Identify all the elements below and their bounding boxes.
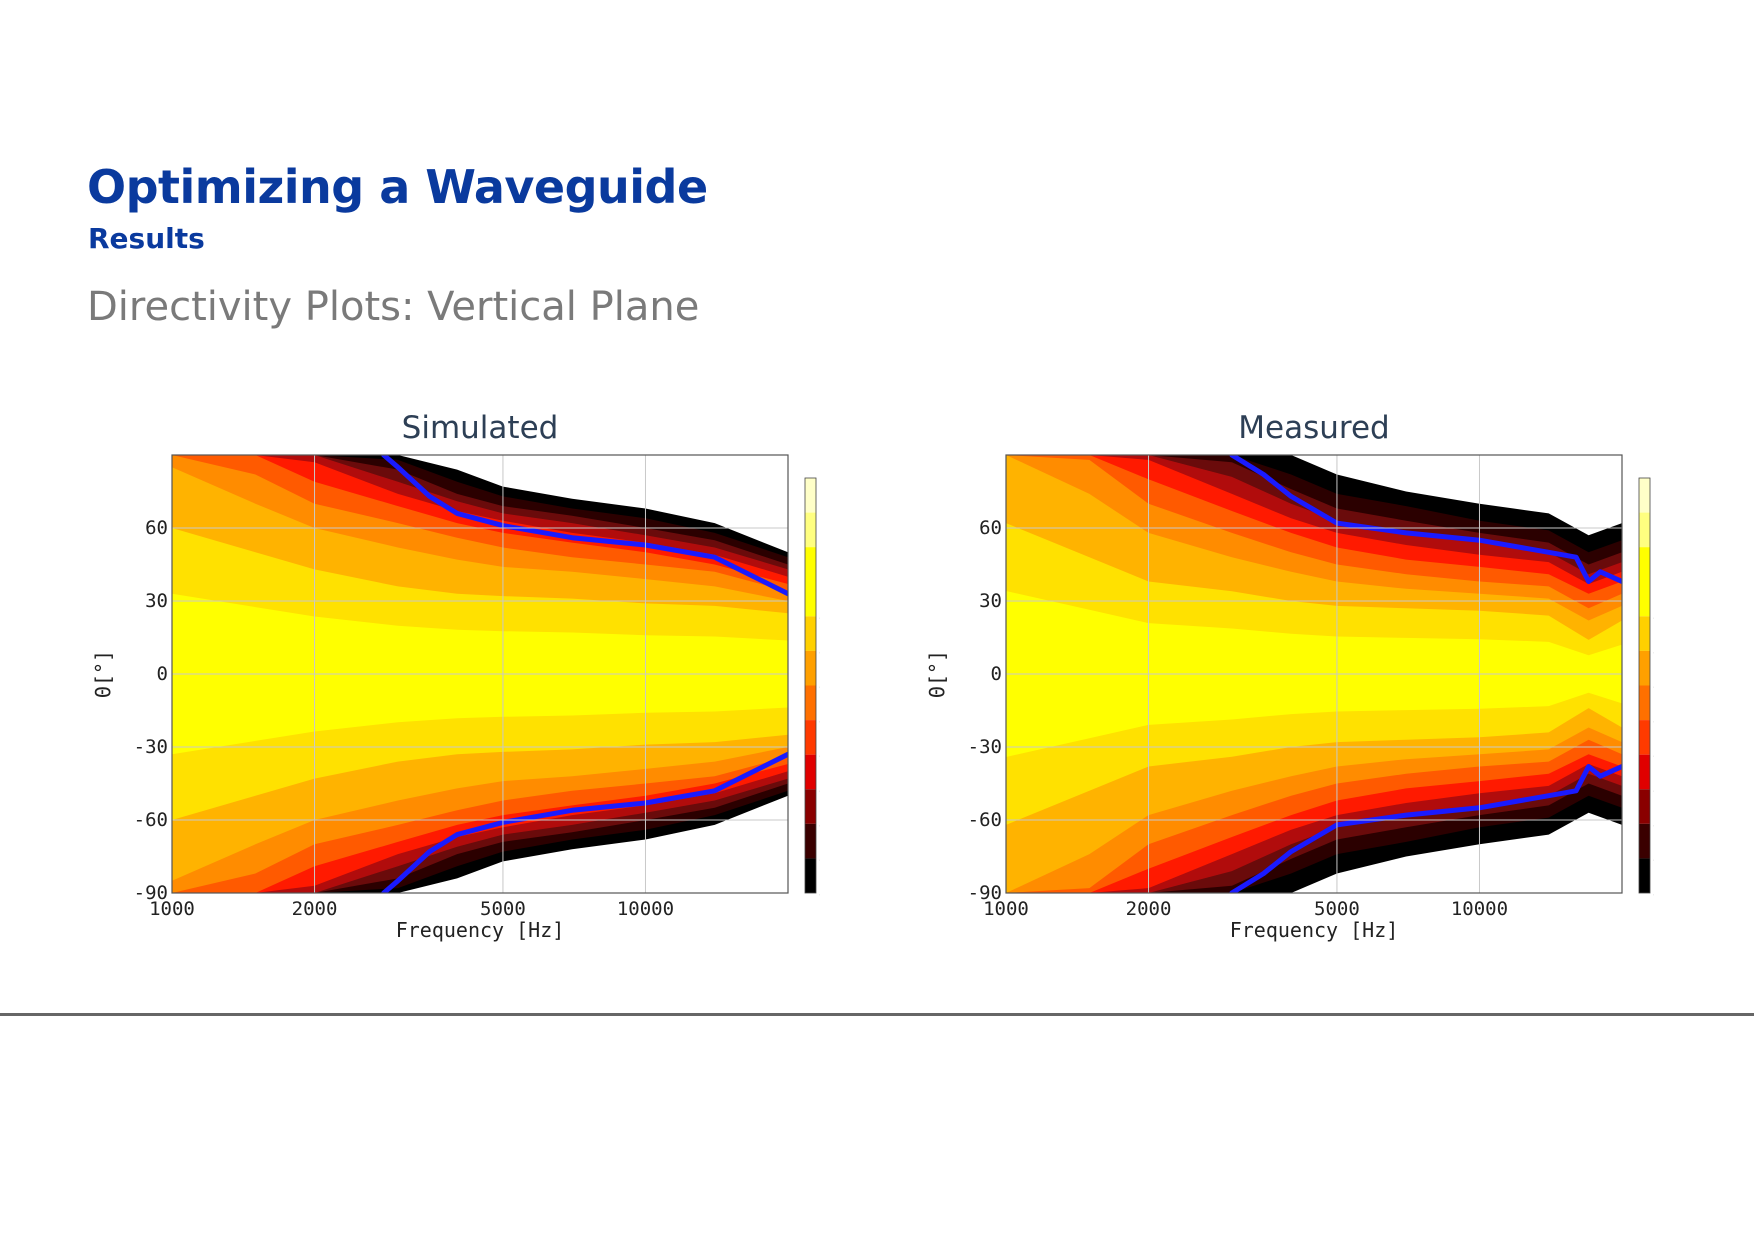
simulated-chart-title: Simulated bbox=[402, 410, 559, 446]
measured-colorbar-tick-label: -8 bbox=[1653, 848, 1654, 870]
measured-colorbar-band bbox=[1639, 754, 1650, 790]
measured-colorbar-band bbox=[1639, 823, 1650, 859]
section-heading: Directivity Plots: Vertical Plane bbox=[87, 284, 700, 330]
measured-x-tick-label: 5000 bbox=[1314, 898, 1360, 920]
measured-colorbar-band bbox=[1639, 616, 1650, 651]
simulated-plot-svg: Simulated 1000 2000 5000 10000 -90 -60 -30 0 30 60… bbox=[91, 410, 820, 942]
measured-x-tick-label: 1000 bbox=[983, 898, 1029, 920]
simulated-colorbar-tick-label: -1 bbox=[819, 606, 820, 628]
simulated-colorbar-tick-label: -6 bbox=[819, 779, 820, 801]
simulated-colorbar-tick-label: 3 bbox=[819, 468, 820, 490]
measured-colorbar-band bbox=[1639, 685, 1650, 721]
simulated-x-tick-label: 2000 bbox=[292, 898, 338, 920]
measured-colorbar-tick-label: -5 bbox=[1653, 745, 1654, 767]
simulated-y-tick-label: -30 bbox=[134, 736, 168, 758]
simulated-y-tick-label: 30 bbox=[145, 590, 168, 612]
simulated-colorbar-band bbox=[805, 616, 816, 651]
measured-colorbar-frame bbox=[1638, 477, 1651, 894]
simulated-x-tick-label: 5000 bbox=[480, 898, 526, 920]
measured-colorbar-tick-label: 1 bbox=[1653, 537, 1654, 559]
page-subtitle: Results bbox=[88, 222, 205, 255]
simulated-x-axis-label: Frequency [Hz] bbox=[396, 918, 565, 942]
simulated-colorbar-tick-label: -9 bbox=[819, 883, 820, 905]
measured-colorbar-band bbox=[1639, 547, 1650, 617]
measured-colorbar-tick-label: 2 bbox=[1653, 503, 1654, 525]
simulated-colorbar-tick-label: -7 bbox=[819, 814, 820, 836]
simulated-colorbar-frame bbox=[804, 477, 817, 894]
simulated-colorbar-band bbox=[805, 685, 816, 721]
simulated-colorbar-tick-label: -4 bbox=[819, 710, 820, 732]
simulated-colorbar-band bbox=[805, 650, 816, 686]
simulated-colorbar-tick-label: 1 bbox=[819, 537, 820, 559]
simulated-colorbar-band bbox=[805, 789, 816, 824]
measured-colorbar-tick-label: -4 bbox=[1653, 710, 1654, 732]
simulated-directivity-plot: Simulated 1000 2000 5000 10000 -90 -60 -30 0 30 60… bbox=[60, 405, 820, 965]
simulated-colorbar-band bbox=[805, 720, 816, 755]
simulated-colorbar-band bbox=[805, 547, 816, 617]
simulated-y-tick-label: 0 bbox=[157, 663, 168, 685]
measured-colorbar-tick-label: -6 bbox=[1653, 779, 1654, 801]
measured-x-axis-label: Frequency [Hz] bbox=[1230, 918, 1399, 942]
simulated-colorbar-band bbox=[805, 754, 816, 790]
simulated-plot-frame bbox=[171, 454, 789, 894]
measured-colorbar-band bbox=[1639, 512, 1650, 548]
measured-colorbar-tick-label: -9 bbox=[1653, 883, 1654, 905]
measured-y-tick-label: 0 bbox=[991, 663, 1002, 685]
measured-directivity-plot: Measured 1000 2000 5000 10000 -90 -60 -30 0 30 60 F… bbox=[894, 405, 1654, 965]
measured-colorbar-band bbox=[1639, 650, 1650, 686]
simulated-colorbar-tick-label: -8 bbox=[819, 848, 820, 870]
measured-x-tick-label: 10000 bbox=[1451, 898, 1508, 920]
simulated-colorbar-band bbox=[805, 858, 816, 893]
simulated-x-tick-label: 1000 bbox=[149, 898, 195, 920]
measured-colorbar-band bbox=[1639, 789, 1650, 824]
simulated-x-tick-label: 10000 bbox=[617, 898, 674, 920]
simulated-y-axis-label: Θ[°] bbox=[91, 650, 115, 698]
simulated-colorbar-band bbox=[805, 512, 816, 548]
measured-colorbar-band bbox=[1639, 478, 1650, 513]
simulated-colorbar-tick-label: 2 bbox=[819, 503, 820, 525]
simulated-colorbar-band bbox=[805, 478, 816, 513]
page-title: Optimizing a Waveguide bbox=[87, 160, 708, 214]
measured-plot-frame bbox=[1005, 454, 1623, 894]
measured-chart-title: Measured bbox=[1238, 410, 1389, 446]
measured-colorbar-band bbox=[1639, 720, 1650, 755]
measured-plot-svg: Measured 1000 2000 5000 10000 -90 -60 -30 0 30 60 F… bbox=[925, 410, 1654, 942]
measured-y-tick-label: -30 bbox=[968, 736, 1002, 758]
measured-colorbar-tick-label: 3 bbox=[1653, 468, 1654, 490]
measured-y-tick-label: -90 bbox=[968, 882, 1002, 904]
simulated-colorbar-tick-label: -3 bbox=[819, 676, 820, 698]
measured-y-tick-label: 30 bbox=[979, 590, 1002, 612]
footer-divider bbox=[0, 1013, 1754, 1016]
simulated-colorbar-tick-label: -2 bbox=[819, 641, 820, 663]
simulated-y-tick-label: 60 bbox=[145, 517, 168, 539]
measured-colorbar-tick-label: -7 bbox=[1653, 814, 1654, 836]
simulated-colorbar-band bbox=[805, 823, 816, 859]
measured-colorbar-tick-label: -2 bbox=[1653, 641, 1654, 663]
measured-y-axis-label: Θ[°] bbox=[925, 650, 949, 698]
measured-colorbar-tick-label: -1 bbox=[1653, 606, 1654, 628]
measured-colorbar-tick-label: -3 bbox=[1653, 676, 1654, 698]
measured-y-tick-label: 60 bbox=[979, 517, 1002, 539]
measured-colorbar-band bbox=[1639, 858, 1650, 893]
simulated-y-tick-label: -60 bbox=[134, 809, 168, 831]
measured-y-tick-label: -60 bbox=[968, 809, 1002, 831]
simulated-y-tick-label: -90 bbox=[134, 882, 168, 904]
simulated-colorbar-tick-label: -5 bbox=[819, 745, 820, 767]
measured-x-tick-label: 2000 bbox=[1126, 898, 1172, 920]
